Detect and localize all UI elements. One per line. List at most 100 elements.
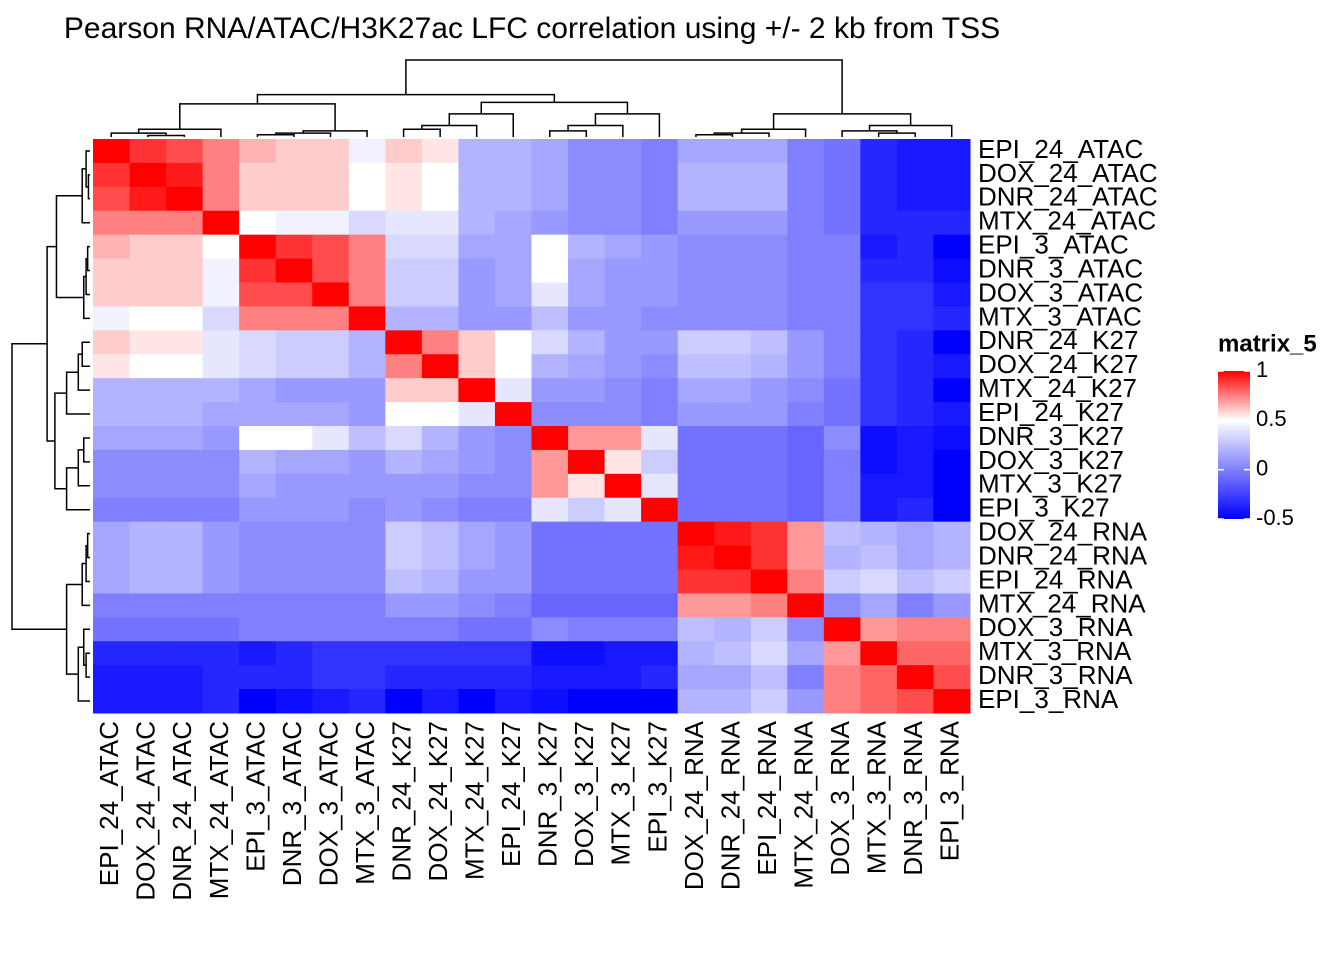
cell [275, 521, 313, 547]
cell [896, 473, 934, 499]
cell [385, 186, 423, 212]
cell [568, 282, 606, 307]
cell [494, 426, 532, 451]
cell [787, 473, 825, 499]
row-label: DOX_24_RNA [978, 517, 1148, 547]
cell [458, 330, 496, 355]
cell [568, 569, 606, 594]
cell [312, 258, 350, 283]
cell [239, 186, 277, 212]
cell [641, 306, 679, 331]
cell [677, 186, 715, 212]
cell [860, 473, 898, 499]
cell [568, 162, 606, 188]
cell [750, 330, 788, 355]
cell [275, 545, 313, 570]
cell [750, 162, 788, 188]
cell [750, 282, 788, 307]
cell [787, 258, 825, 283]
cell [677, 210, 715, 236]
cell [787, 665, 825, 690]
cell [933, 641, 971, 666]
cell [787, 497, 825, 523]
cell [202, 139, 240, 164]
cell [312, 617, 350, 642]
legend-title: matrix_5 [1218, 330, 1317, 357]
legend-bar [1218, 371, 1250, 519]
cell [860, 545, 898, 570]
cell [714, 258, 752, 283]
cell [93, 139, 131, 164]
cell [933, 473, 971, 499]
cell [750, 426, 788, 451]
row-label: DNR_24_ATAC [978, 182, 1158, 212]
row-dendrogram [65, 583, 83, 675]
cell [750, 521, 788, 547]
cell [239, 258, 277, 283]
cell [860, 689, 898, 714]
cell [860, 258, 898, 283]
cell [568, 497, 606, 523]
row-dendrogram [85, 652, 90, 678]
cell [641, 354, 679, 379]
cell [531, 473, 569, 499]
cell [202, 234, 240, 260]
legend-tick-label: 1 [1256, 357, 1268, 382]
cell [202, 593, 240, 618]
cell [93, 497, 131, 523]
cell [933, 497, 971, 523]
column-label: DNR_3_K27 [533, 721, 563, 867]
cell [239, 569, 277, 594]
cell [568, 593, 606, 618]
cell [458, 473, 496, 499]
cell [568, 521, 606, 547]
cell [494, 306, 532, 331]
cell [275, 689, 313, 714]
cell [385, 282, 423, 307]
cell [348, 306, 386, 331]
cell [896, 689, 934, 714]
cell [494, 617, 532, 642]
cell [933, 330, 971, 355]
cell [312, 497, 350, 523]
row-dendrogram [86, 532, 90, 559]
cell [275, 234, 313, 260]
cell [166, 569, 204, 594]
cell [166, 545, 204, 570]
cell [421, 378, 459, 403]
cell [93, 330, 131, 355]
cell [129, 258, 167, 283]
cell [275, 210, 313, 236]
cell [641, 378, 679, 403]
row-dendrogram [87, 174, 90, 200]
cell [860, 139, 898, 164]
cell [166, 378, 204, 403]
cell [933, 139, 971, 164]
cell [604, 402, 642, 427]
cell [239, 234, 277, 260]
cell [202, 378, 240, 403]
cell [202, 449, 240, 475]
cell [494, 139, 532, 164]
cell [129, 378, 167, 403]
cell [641, 258, 679, 283]
cell [750, 210, 788, 236]
cell [787, 139, 825, 164]
cell [312, 665, 350, 690]
cell [604, 449, 642, 475]
cell [677, 521, 715, 547]
cell [93, 234, 131, 260]
cell [129, 665, 167, 690]
cell [93, 641, 131, 666]
cell [421, 258, 459, 283]
column-label: MTX_3_K27 [606, 721, 636, 866]
column-label: DNR_24_K27 [386, 721, 416, 881]
cell [312, 473, 350, 499]
column-dendrogram [302, 130, 368, 137]
cell [531, 258, 569, 283]
cell [750, 689, 788, 714]
row-label: MTX_3_RNA [978, 636, 1132, 666]
cell [896, 330, 934, 355]
cell [641, 617, 679, 642]
